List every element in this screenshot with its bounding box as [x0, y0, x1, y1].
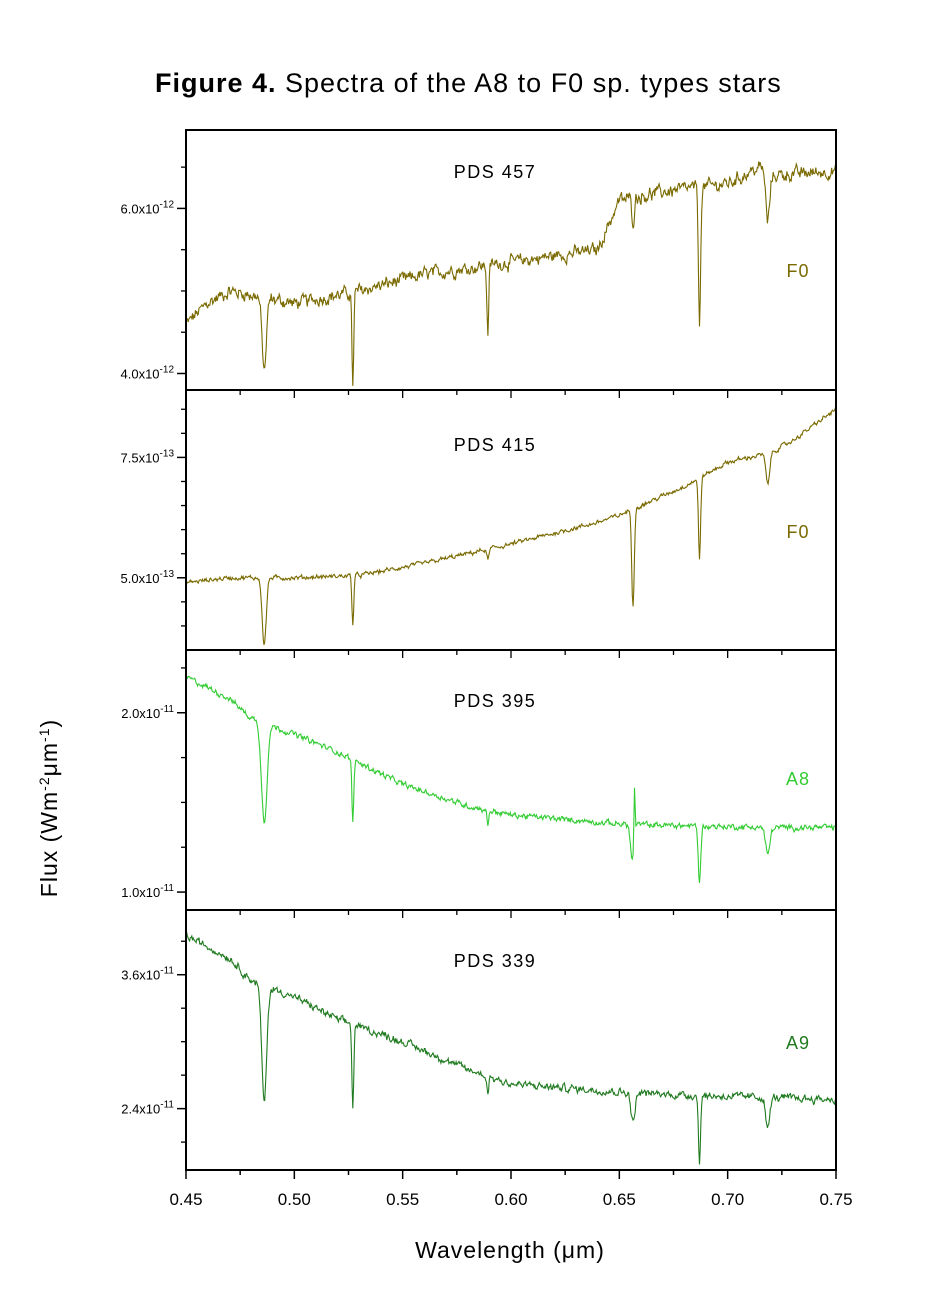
x-tick-label: 0.70: [711, 1190, 744, 1209]
spectral-type-label: F0: [786, 522, 809, 542]
x-axis-title: Wavelength (μm): [415, 1237, 605, 1263]
y-tick-label: 2.4x10-11: [121, 1100, 174, 1117]
x-tick-label: 0.55: [386, 1190, 419, 1209]
panel-frame: [185, 389, 837, 651]
panel-pds-457: 6.0x10-12 4.0x10-12 PDS 457 F0: [121, 129, 837, 398]
figure-title-bold: Figure 4.: [155, 68, 277, 98]
figure-title: Figure 4. Spectra of the A8 to F0 sp. ty…: [155, 68, 782, 99]
panel-name: PDS 395: [454, 691, 537, 711]
panel-pds-395: 2.0x10-11 1.0x10-11 PDS 395 A8: [121, 649, 837, 918]
x-tick-label: 0.60: [494, 1190, 527, 1209]
y-tick-label: 3.6x10-11: [121, 966, 174, 983]
y-axis-title: Flux (Wm-2μm-1): [36, 719, 62, 897]
spectral-type-label: A8: [786, 769, 810, 789]
spectrum-line: [185, 161, 837, 386]
spectrum-line: [185, 674, 837, 884]
x-tick-label: 0.75: [819, 1190, 852, 1209]
panel-frame: [185, 649, 837, 911]
y-tick-label: 4.0x10-12: [121, 364, 175, 381]
x-tick-label: 0.65: [603, 1190, 636, 1209]
panel-pds-339: 3.6x10-11 2.4x10-11 PDS 339 A9: [121, 909, 837, 1171]
spectral-type-label: F0: [786, 261, 809, 281]
panel-name: PDS 339: [454, 951, 537, 971]
panel-pds-415: 7.5x10-13 5.0x10-13 PDS 415 F0: [121, 389, 837, 658]
x-tick-label: 0.50: [278, 1190, 311, 1209]
y-tick-label: 7.5x10-13: [121, 448, 175, 465]
panel-name: PDS 457: [454, 162, 537, 182]
panel-frame: [185, 909, 837, 1171]
spectrum-line: [185, 406, 837, 646]
y-tick-label: 6.0x10-12: [121, 199, 175, 216]
x-tick-label: 0.45: [169, 1190, 202, 1209]
spectral-type-label: A9: [786, 1033, 810, 1053]
spectrum-line: [185, 931, 837, 1165]
figure-title-rest: Spectra of the A8 to F0 sp. types stars: [276, 68, 782, 98]
panel-name: PDS 415: [454, 435, 537, 455]
y-tick-label: 1.0x10-11: [121, 883, 174, 900]
y-tick-label: 2.0x10-11: [121, 704, 174, 721]
y-tick-label: 5.0x10-13: [121, 569, 175, 586]
